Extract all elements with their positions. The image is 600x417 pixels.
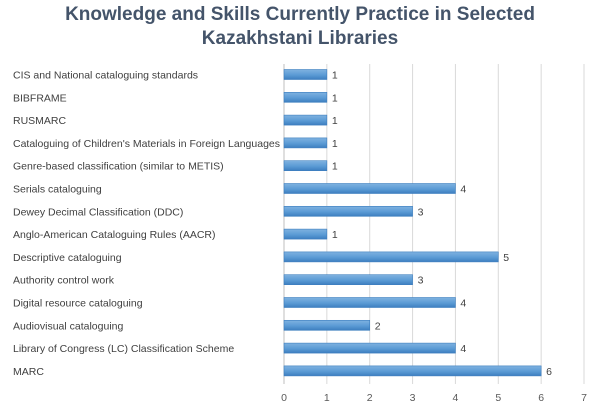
bar bbox=[283, 69, 328, 80]
data-label: 2 bbox=[375, 320, 381, 332]
category-label: Cataloguing of Children's Materials in F… bbox=[13, 138, 280, 150]
data-label: 1 bbox=[332, 229, 338, 241]
data-label: 3 bbox=[418, 206, 424, 218]
category-label: Genre-based classification (similar to M… bbox=[13, 161, 224, 173]
x-tick-label: 1 bbox=[324, 392, 330, 404]
data-label: 4 bbox=[460, 184, 466, 196]
data-label: 4 bbox=[460, 343, 466, 355]
x-tick-label: 5 bbox=[495, 392, 501, 404]
category-label: Digital resource cataloguing bbox=[13, 298, 143, 310]
category-label: Library of Congress (LC) Classification … bbox=[13, 343, 234, 355]
data-label: 1 bbox=[332, 138, 338, 150]
bar bbox=[283, 342, 456, 354]
bar bbox=[283, 319, 371, 331]
data-label: 1 bbox=[332, 70, 338, 82]
data-label: 1 bbox=[332, 115, 338, 127]
bar bbox=[283, 114, 328, 126]
x-tick-label: 0 bbox=[281, 392, 287, 404]
category-label: Descriptive cataloguing bbox=[13, 252, 122, 264]
category-label: Serials cataloguing bbox=[13, 184, 102, 196]
chart-title-line-2: Kazakhstani Libraries bbox=[201, 28, 399, 49]
category-label: Audiovisual cataloguing bbox=[13, 320, 123, 332]
category-label: MARC bbox=[13, 366, 44, 378]
category-label: RUSMARC bbox=[13, 115, 67, 127]
x-tick-label: 6 bbox=[538, 392, 544, 404]
category-label: Dewey Decimal Classification (DDC) bbox=[13, 206, 183, 218]
chart-title-line-1: Knowledge and Skills Currently Practice … bbox=[65, 4, 535, 25]
bar bbox=[283, 160, 328, 171]
bar bbox=[283, 251, 499, 263]
category-label: CIS and National cataloguing standards bbox=[13, 70, 198, 82]
data-label: 3 bbox=[418, 275, 424, 287]
data-label: 6 bbox=[546, 366, 552, 378]
x-tick-label: 4 bbox=[453, 392, 459, 404]
bar bbox=[283, 206, 413, 217]
data-label: 4 bbox=[460, 298, 466, 310]
bar bbox=[283, 228, 328, 240]
category-label: BIBFRAME bbox=[13, 92, 67, 104]
bar bbox=[283, 92, 328, 103]
bar bbox=[283, 274, 413, 286]
bar bbox=[283, 137, 328, 149]
x-tick-label: 3 bbox=[410, 392, 416, 404]
category-label: Authority control work bbox=[13, 275, 115, 287]
data-label: 1 bbox=[332, 92, 338, 104]
bar bbox=[283, 297, 456, 308]
data-label: 5 bbox=[503, 252, 509, 264]
data-label: 1 bbox=[332, 161, 338, 173]
bar bbox=[283, 183, 456, 194]
bar bbox=[283, 365, 542, 377]
category-label: Anglo-American Cataloguing Rules (AACR) bbox=[13, 229, 216, 241]
x-tick-label: 7 bbox=[581, 392, 587, 404]
x-tick-label: 2 bbox=[367, 392, 373, 404]
